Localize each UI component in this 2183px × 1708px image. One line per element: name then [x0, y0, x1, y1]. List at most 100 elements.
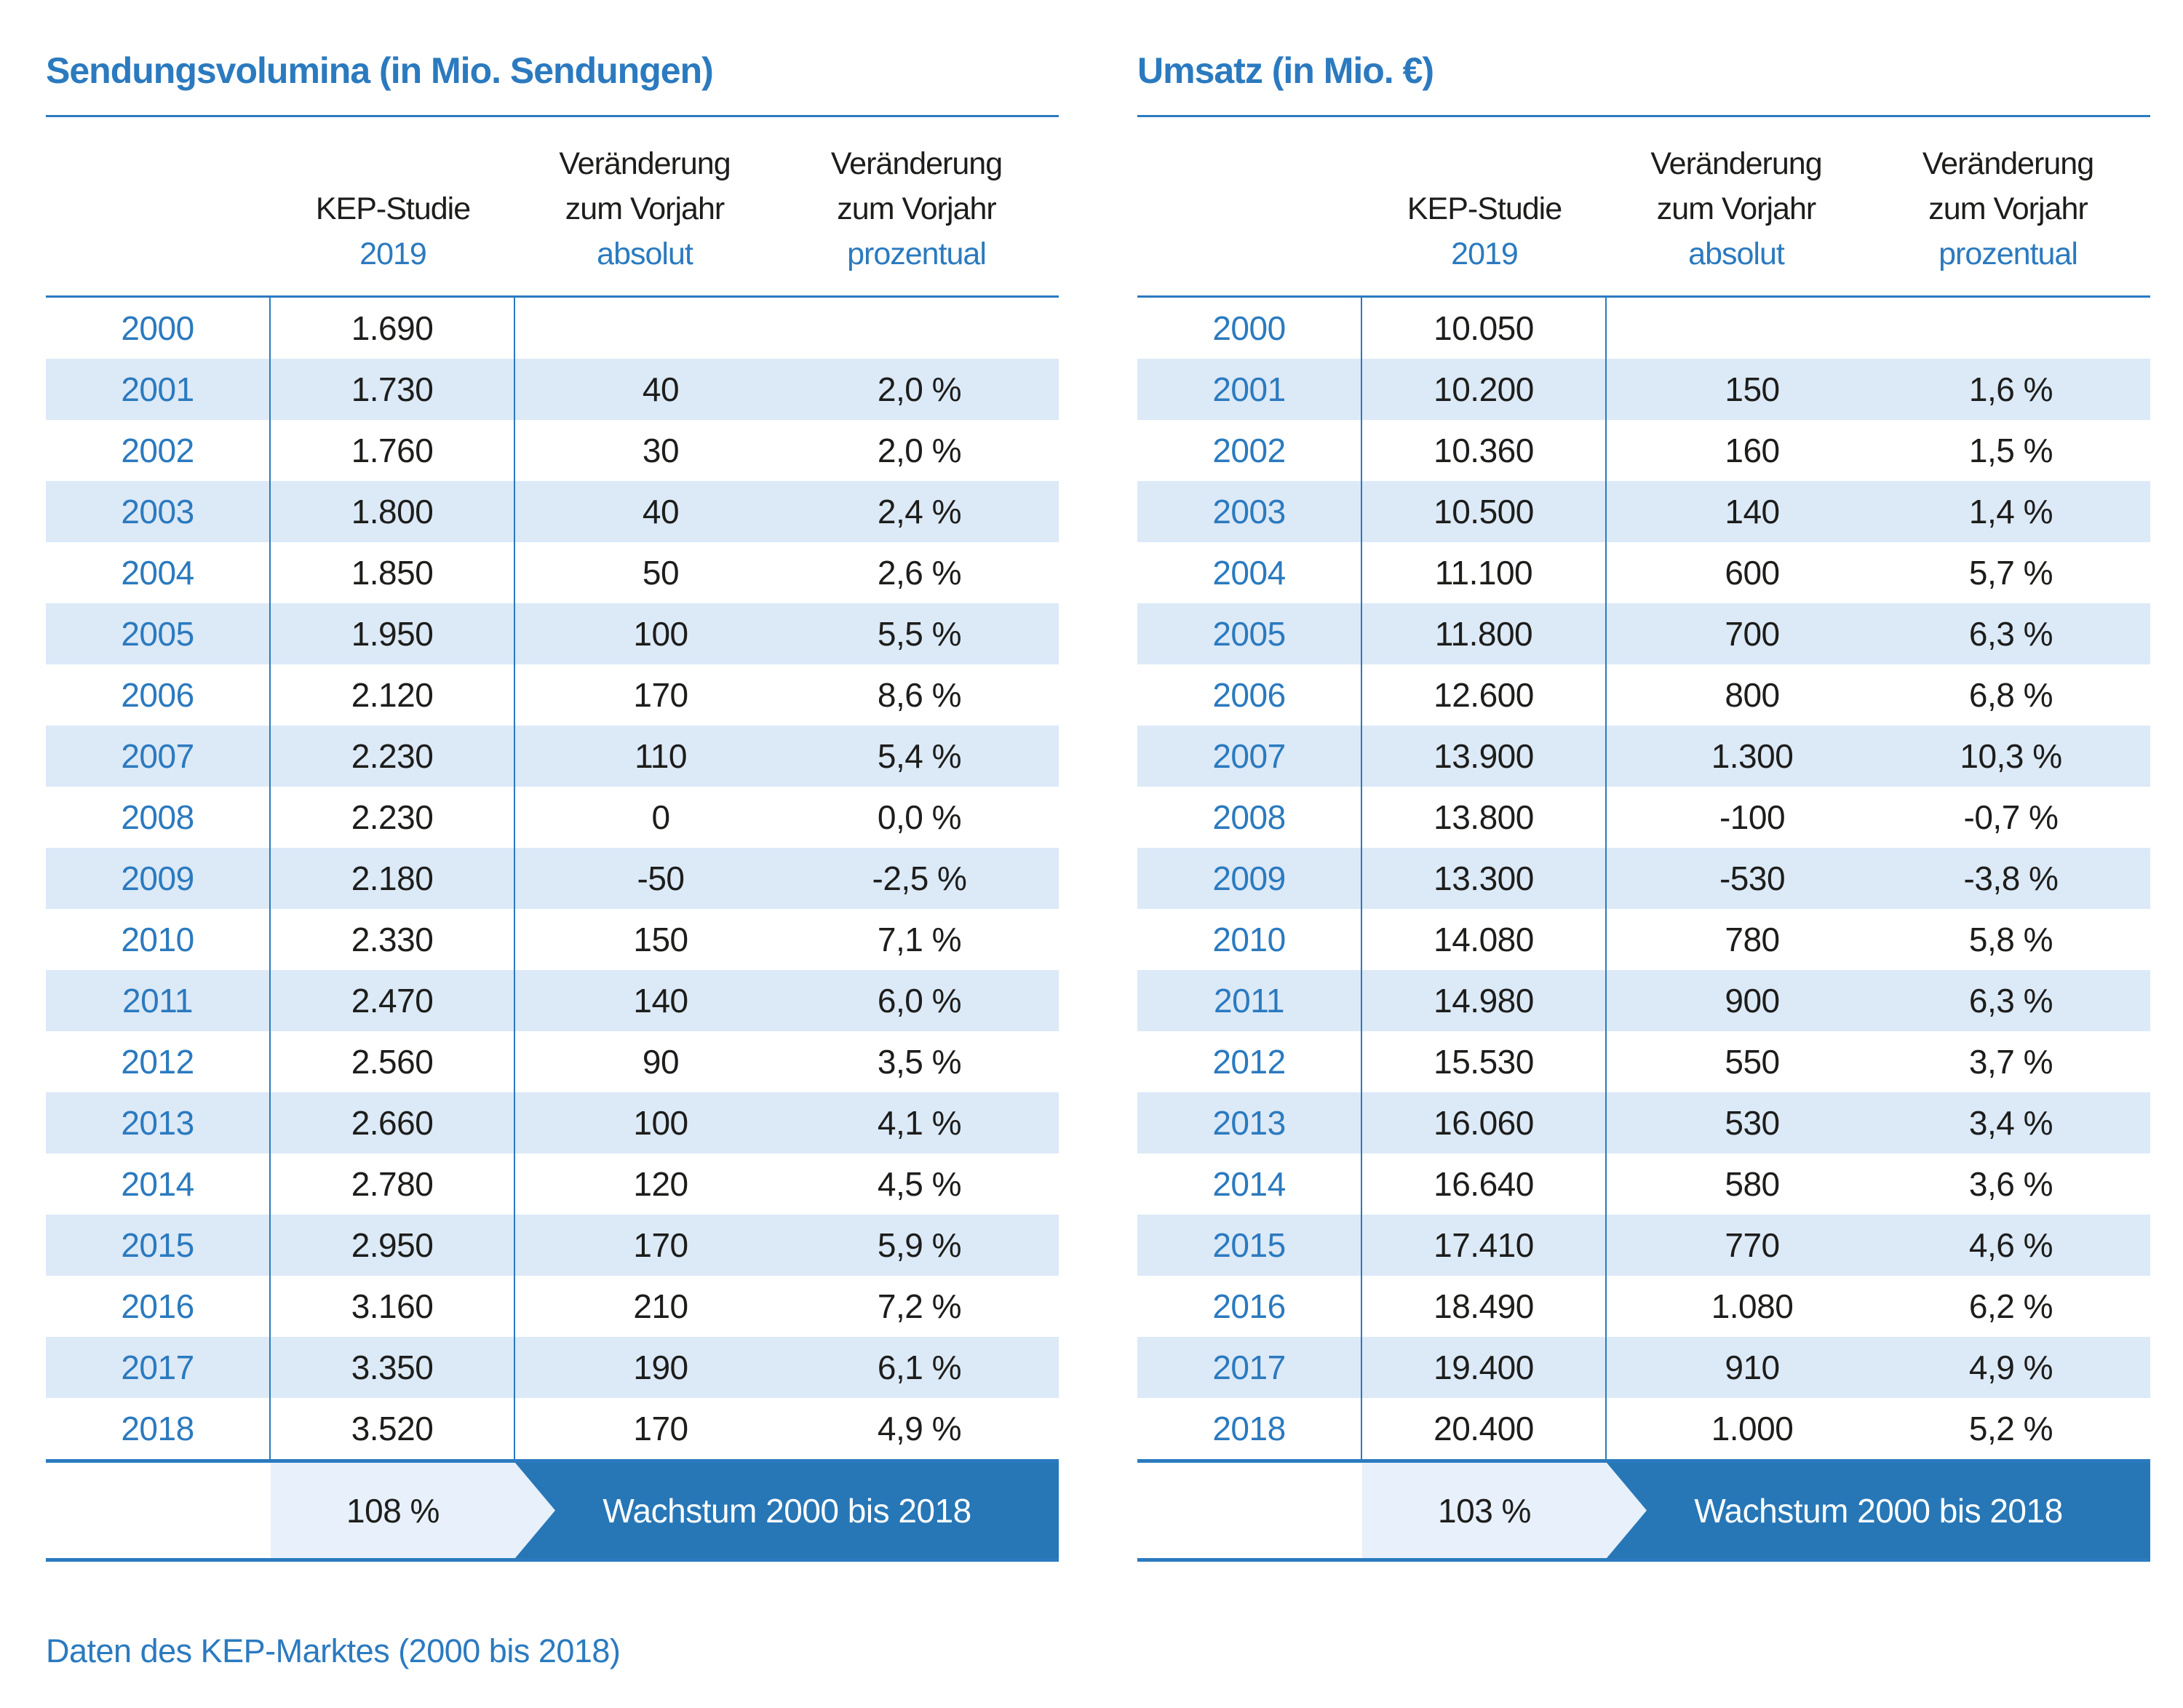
year-cell: 2014 — [1137, 1153, 1362, 1215]
year-cell: 2004 — [46, 542, 271, 603]
absolute-change-cell: 150 — [633, 921, 688, 958]
header-change-line2: zum Vorjahr — [1656, 191, 1816, 226]
year-cell: 2004 — [1137, 542, 1362, 603]
absolute-change-cell: 100 — [633, 615, 688, 653]
percent-change-cell: 1,5 % — [1968, 432, 2053, 469]
absolute-change-cell: 190 — [633, 1348, 688, 1386]
percent-change-cell: 1,6 % — [1968, 370, 2053, 408]
value-cell: 1.800 — [271, 481, 515, 542]
value-cell: 10.500 — [1362, 481, 1607, 542]
value-cell: 10.360 — [1362, 420, 1607, 481]
value-cell: 2.780 — [271, 1153, 515, 1215]
value-cell: 10.200 — [1362, 359, 1607, 420]
value-cell: 19.400 — [1362, 1337, 1607, 1398]
revenue-growth-row: Wachstum 2000 bis 2018 103 % — [1137, 1459, 2150, 1562]
value-cell: 3.350 — [271, 1337, 515, 1398]
percent-change-cell: 5,4 % — [877, 737, 962, 775]
percent-change-cell: 6,1 % — [877, 1348, 962, 1386]
absolute-change-cell: 910 — [1725, 1348, 1780, 1386]
percent-change-cell: 6,0 % — [877, 982, 962, 1020]
year-cell: 2000 — [46, 298, 271, 359]
absolute-change-cell: 140 — [633, 982, 688, 1020]
table-row: 2009 13.300 -530 -3,8 % — [1137, 848, 2150, 909]
percent-change-cell: -0,7 % — [1963, 798, 2059, 836]
percent-change-cell: 2,4 % — [877, 493, 962, 531]
revenue-table-header: KEP-Studie 2019 Veränderung zum Vorjahr … — [1137, 117, 2150, 295]
header-percent-label: prozentual — [847, 237, 987, 271]
year-cell: 2017 — [1137, 1337, 1362, 1398]
value-cell: 2.470 — [271, 970, 515, 1031]
table-row: 2007 2.230 110 5,4 % — [46, 726, 1059, 787]
year-cell: 2015 — [1137, 1215, 1362, 1276]
absolute-change-cell: 160 — [1725, 432, 1780, 469]
year-cell: 2018 — [46, 1398, 271, 1459]
table-row: 2003 1.800 40 2,4 % — [46, 481, 1059, 542]
year-cell: 2005 — [46, 603, 271, 664]
value-cell: 3.160 — [271, 1276, 515, 1337]
value-cell: 1.690 — [271, 298, 515, 359]
year-cell: 2001 — [1137, 359, 1362, 420]
top-rule — [46, 115, 1059, 117]
percent-change-cell: 1,4 % — [1968, 493, 2053, 531]
percent-change-cell: 5,7 % — [1968, 554, 2053, 592]
percent-change-cell: 6,3 % — [1968, 982, 2053, 1020]
value-cell: 1.730 — [271, 359, 515, 420]
header-absolute-label: absolut — [597, 237, 693, 271]
year-cell: 2010 — [46, 909, 271, 970]
percent-change-cell: 4,1 % — [877, 1104, 962, 1142]
value-cell: 10.050 — [1362, 298, 1607, 359]
year-cell: 2009 — [1137, 848, 1362, 909]
header-absolute-column: Veränderung zum Vorjahr absolut — [1607, 117, 1866, 295]
year-cell: 2002 — [1137, 420, 1362, 481]
table-row: 2000 10.050 — [1137, 298, 2150, 359]
value-cell: 16.060 — [1362, 1092, 1607, 1153]
year-cell: 2011 — [46, 970, 271, 1031]
growth-value: 108 % — [346, 1491, 440, 1530]
growth-banner: Wachstum 2000 bis 2018 — [1607, 1463, 2150, 1558]
percent-change-cell: 6,8 % — [1968, 676, 2053, 714]
value-cell: 1.950 — [271, 603, 515, 664]
header-study-column: KEP-Studie 2019 — [271, 117, 515, 295]
header-change-line2: zum Vorjahr — [1928, 191, 2088, 226]
year-cell: 2014 — [46, 1153, 271, 1215]
value-cell: 11.800 — [1362, 603, 1607, 664]
table-row: 2012 2.560 90 3,5 % — [46, 1031, 1059, 1092]
absolute-change-cell: 700 — [1725, 615, 1780, 653]
growth-value-arrow: 108 % — [271, 1463, 555, 1558]
percent-change-cell — [774, 298, 1059, 359]
year-cell: 2012 — [1137, 1031, 1362, 1092]
header-separator — [46, 295, 1059, 298]
volume-growth-row: Wachstum 2000 bis 2018 108 % — [46, 1459, 1059, 1562]
table-row: 2002 10.360 160 1,5 % — [1137, 420, 2150, 481]
absolute-change-cell: 550 — [1725, 1043, 1780, 1081]
revenue-table-title: Umsatz (in Mio. €) — [1137, 50, 1434, 91]
absolute-change-cell: 600 — [1725, 554, 1780, 592]
volume-table-rows: 2000 1.690 2001 1.730 40 2,0 % 2002 1.760 30 2,0 … — [46, 298, 1059, 1459]
table-row: 2002 1.760 30 2,0 % — [46, 420, 1059, 481]
absolute-change-cell: 50 — [642, 554, 680, 592]
header-study-year: 2019 — [359, 237, 427, 271]
growth-body: Wachstum 2000 bis 2018 108 % — [46, 1463, 1059, 1558]
value-cell: 13.300 — [1362, 848, 1607, 909]
table-row: 2018 3.520 170 4,9 % — [46, 1398, 1059, 1459]
year-cell: 2009 — [46, 848, 271, 909]
percent-change-cell: 5,5 % — [877, 615, 962, 653]
header-year-column — [46, 117, 271, 295]
value-cell: 17.410 — [1362, 1215, 1607, 1276]
growth-value: 103 % — [1438, 1491, 1531, 1530]
table-row: 2018 20.400 1.000 5,2 % — [1137, 1398, 2150, 1459]
header-percent-column: Veränderung zum Vorjahr prozentual — [774, 117, 1059, 295]
percent-change-cell: -3,8 % — [1963, 859, 2059, 897]
header-absolute-column: Veränderung zum Vorjahr absolut — [515, 117, 774, 295]
table-row: 2008 2.230 0 0,0 % — [46, 787, 1059, 848]
absolute-change-cell: 770 — [1725, 1226, 1780, 1264]
growth-bottom-rule — [1137, 1558, 2150, 1562]
header-percent-column: Veränderung zum Vorjahr prozentual — [1866, 117, 2150, 295]
growth-banner: Wachstum 2000 bis 2018 — [515, 1463, 1059, 1558]
percent-change-cell: 3,5 % — [877, 1043, 962, 1081]
absolute-change-cell: 900 — [1725, 982, 1780, 1020]
absolute-change-cell: 170 — [633, 676, 688, 714]
percent-change-cell: 4,9 % — [877, 1410, 962, 1447]
year-cell: 2006 — [46, 664, 271, 726]
